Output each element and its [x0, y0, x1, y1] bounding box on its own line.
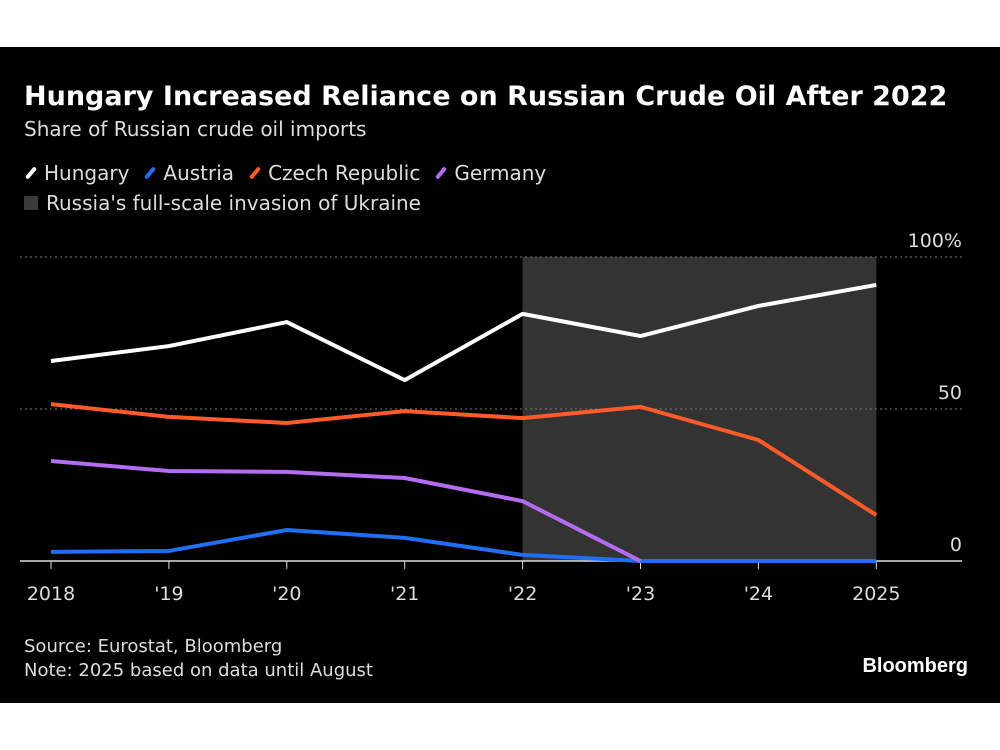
source-text: Source: Eurostat, Bloomberg [24, 636, 283, 657]
x-tick-label: 2025 [852, 583, 900, 605]
x-tick-label: '22 [508, 583, 537, 605]
y-tick-label: 100% [908, 230, 962, 252]
legend-item-germany: Germany [434, 161, 546, 185]
legend-item-austria: Austria [143, 161, 234, 185]
legend-label: Austria [163, 161, 235, 185]
legend: Hungary Austria Czech Republic Germany [24, 161, 546, 185]
legend-label: Czech Republic [268, 161, 421, 185]
y-tick-label: 50 [938, 382, 962, 404]
x-tick-label: '23 [626, 583, 655, 605]
legend-label: Germany [454, 161, 547, 185]
legend-label: Russia's full-scale invasion of Ukraine [46, 191, 421, 215]
series-line-germany [50, 458, 642, 563]
series-line-austria [50, 527, 877, 563]
legend-label: Hungary [44, 161, 130, 185]
series-line-czech-republic [50, 402, 878, 517]
chart-subtitle: Share of Russian crude oil imports [24, 117, 367, 141]
footnotes: Source: Eurostat, Bloomberg Note: 2025 ba… [24, 635, 373, 683]
x-tick-label: '20 [272, 583, 301, 605]
line-chart: 0 50 100% 2018 '19 '20 '21 '22 '23 '24 2025 [20, 230, 962, 605]
note-text: Note: 2025 based on data until August [24, 660, 373, 681]
x-tick-label: '19 [154, 583, 183, 605]
chart-panel: Hungary Increased Reliance on Russian Cr… [0, 47, 1000, 703]
x-tick-label: '24 [744, 583, 773, 605]
chart-title: Hungary Increased Reliance on Russian Cr… [24, 81, 948, 112]
y-tick-label: 0 [950, 534, 962, 556]
series-line-hungary [50, 282, 877, 383]
shade-swatch [24, 196, 38, 210]
legend-shade-item: Russia's full-scale invasion of Ukraine [24, 191, 421, 215]
x-tick-label: '21 [390, 583, 419, 605]
legend-item-hungary: Hungary [24, 161, 129, 185]
bloomberg-logo: Bloomberg [862, 655, 968, 677]
legend-item-czech: Czech Republic [248, 161, 420, 185]
x-tick-label: 2018 [27, 583, 75, 605]
